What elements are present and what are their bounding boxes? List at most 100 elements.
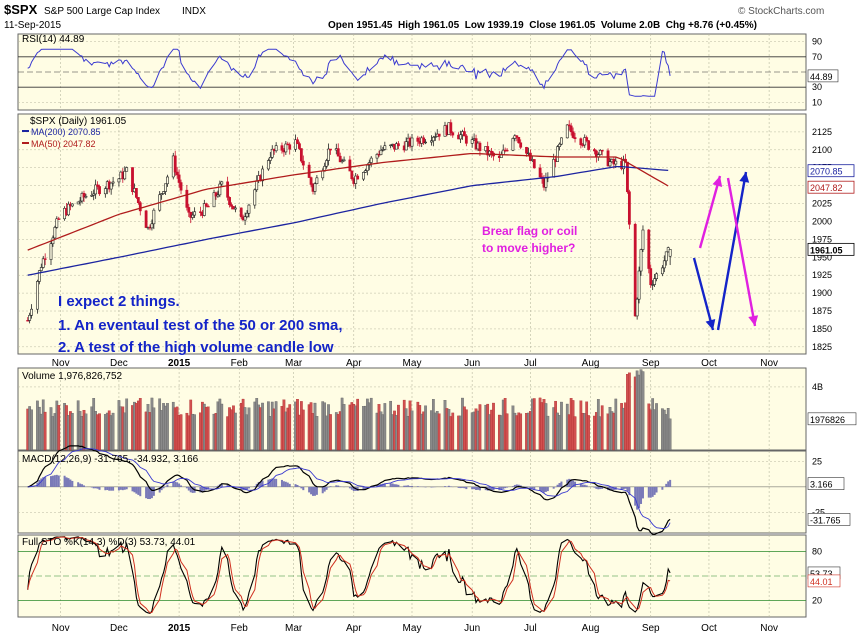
volume-bar: [301, 409, 305, 451]
price-candle-body: [321, 170, 325, 179]
magenta-arrow-down: [726, 177, 757, 327]
price-candle-body: [92, 193, 96, 196]
volume-bar: [342, 404, 346, 451]
macd-histogram-bar: [189, 486, 192, 493]
macd-histogram-bar: [216, 485, 219, 487]
volume-bar: [111, 412, 115, 451]
macd-histogram-bar: [321, 486, 324, 494]
ma50-legend: MA(50) 2047.82: [31, 139, 96, 149]
blue-arrow-up-head: [739, 172, 750, 183]
price-candle-body: [451, 132, 455, 136]
price-candle-body: [565, 124, 569, 139]
macd-histogram-bar: [253, 486, 256, 487]
macd-histogram-bar: [471, 486, 474, 490]
macd-histogram-bar: [280, 479, 283, 487]
price-candle-body: [82, 193, 86, 198]
sto-k-line: [27, 536, 671, 615]
sto-tick-label: 20: [812, 596, 822, 606]
price-candle-body: [313, 183, 317, 192]
price-candle-body: [552, 159, 556, 178]
volume-bar: [424, 405, 427, 451]
macd-histogram-bar: [313, 486, 316, 496]
macd-histogram-bar: [579, 483, 582, 487]
price-candle-body: [381, 149, 385, 151]
macd-histogram-bar: [407, 485, 410, 487]
volume-bar: [383, 403, 387, 451]
macd-histogram-bar: [473, 486, 476, 490]
macd-histogram-bar: [651, 486, 654, 497]
macd-histogram-bar: [595, 486, 598, 489]
price-candle-body: [30, 308, 33, 316]
x-tick-label: Feb: [231, 623, 249, 634]
price-candle-body: [397, 143, 400, 147]
macd-histogram-bar: [348, 486, 351, 489]
macd-histogram-bar: [405, 485, 408, 487]
price-candle-body: [76, 201, 80, 205]
macd-histogram-bar: [294, 484, 297, 487]
rsi-tick-label: 10: [812, 97, 822, 107]
price-candle-body: [329, 148, 332, 151]
x-tick-label: Nov: [760, 623, 778, 634]
price-candle-body: [647, 229, 651, 269]
volume-bar: [98, 413, 101, 451]
macd-histogram-bar: [533, 486, 536, 490]
price-candle-body: [478, 142, 482, 151]
macd-histogram-bar: [558, 483, 561, 487]
price-candle-body: [218, 183, 222, 196]
chart-index-name: S&P 500 Large Cap Index: [44, 6, 160, 17]
price-candle-body: [404, 141, 408, 151]
price-candle-body: [78, 200, 82, 203]
chart-ohlc-summary: Open 1951.45 High 1961.05 Low 1939.19 Cl…: [328, 20, 757, 31]
macd-histogram-bar: [98, 486, 101, 490]
price-candle-body: [470, 139, 474, 144]
volume-bar: [655, 403, 658, 451]
price-tick-label: 2000: [812, 216, 832, 226]
macd-histogram-bar: [560, 481, 563, 487]
macd-histogram-bar: [622, 486, 625, 490]
macd-histogram-bar: [389, 483, 392, 487]
price-candle-body: [606, 150, 610, 167]
x-tick-label: 2015: [168, 358, 191, 369]
macd-histogram-bar: [110, 486, 113, 491]
macd-histogram-bar: [585, 485, 588, 487]
volume-bar: [30, 409, 33, 451]
x-tick-label: Nov: [52, 623, 70, 634]
sto-value-tag: [807, 574, 841, 588]
macd-line: [27, 445, 671, 536]
macd-histogram-bar: [185, 486, 188, 489]
blue-arrow-up: [716, 171, 748, 331]
x-tick-label: Jul: [524, 358, 537, 369]
price-candle-body: [103, 188, 107, 195]
volume-bar: [220, 403, 224, 451]
macd-histogram-bar: [125, 486, 128, 490]
price-candle-body: [336, 148, 340, 157]
price-tick-label: 1950: [812, 252, 832, 262]
price-candle-body: [573, 137, 577, 139]
macd-histogram-bar: [220, 483, 223, 487]
macd-histogram-bar: [570, 479, 573, 487]
macd-histogram-bar: [484, 486, 487, 491]
macd-histogram-bar: [502, 486, 505, 489]
macd-histogram-bar: [259, 481, 262, 487]
rsi-panel: [18, 41, 806, 103]
macd-histogram-bar: [288, 483, 291, 487]
price-candle-body: [651, 284, 655, 286]
sto-panel: [18, 536, 806, 615]
macd-histogram-bar: [381, 483, 384, 487]
x-tick-label: Mar: [285, 358, 303, 369]
blue-arrow-down: [692, 257, 715, 331]
price-candle-body: [538, 167, 542, 178]
watermark: © StockCharts.com: [738, 6, 824, 17]
macd-histogram-bar: [416, 486, 419, 487]
macd-histogram-bar: [335, 485, 338, 487]
price-candle-body: [449, 122, 453, 133]
price-candle-body: [247, 204, 251, 214]
macd-histogram-bar: [302, 486, 305, 491]
macd-histogram-bar: [187, 486, 190, 491]
price-candle-body: [136, 197, 140, 204]
macd-histogram-bar: [275, 478, 278, 487]
x-tick-label: Dec: [110, 623, 128, 634]
volume-bar: [519, 413, 523, 451]
price-candle-body: [123, 170, 127, 180]
